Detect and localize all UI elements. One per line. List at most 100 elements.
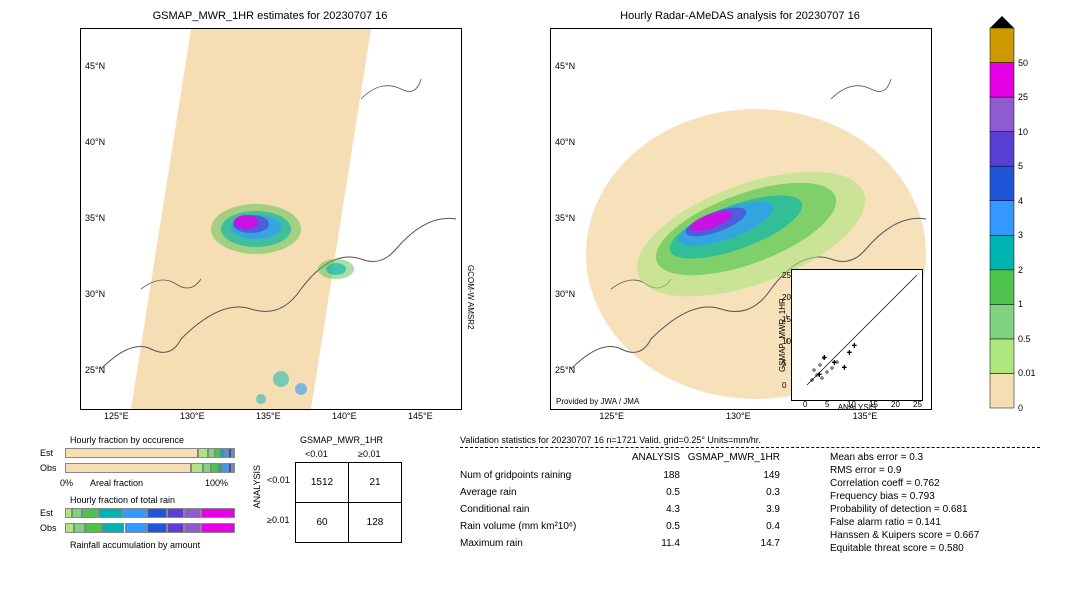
bar-row (65, 463, 235, 473)
bar-segment (82, 508, 99, 518)
scatter-ytick: 25 (782, 271, 791, 280)
bar-segment (123, 508, 147, 518)
colorbar-tick: 10 (1018, 127, 1028, 137)
cont-row1: ≥0.01 (267, 515, 289, 525)
colorbar-tick: 2 (1018, 265, 1023, 275)
validation-header: Validation statistics for 20230707 16 n=… (460, 435, 1040, 448)
contingency-table: 151221 60128 (295, 462, 402, 543)
colorbar: 00.010.512345102550 (990, 28, 1014, 408)
map-right-title: Hourly Radar-AMeDAS analysis for 2023070… (550, 10, 930, 22)
stats-metric: Probability of detection = 0.681 (830, 504, 979, 517)
bar-segment (184, 523, 201, 533)
cont-axis: ANALYSIS (252, 465, 262, 508)
bar-segment (167, 523, 184, 533)
scatter-xtick: 10 (847, 400, 856, 409)
bar-segment (99, 508, 123, 518)
bar-segment (201, 508, 235, 518)
map-xtick: 125°E (104, 411, 129, 421)
map-xtick: 145°E (408, 411, 433, 421)
totalrain-title: Hourly fraction of total rain (70, 495, 175, 505)
map-ytick: 25°N (85, 365, 105, 375)
map-left (80, 28, 462, 410)
stats-header: ANALYSISGSMAP_MWR_1HR (460, 452, 780, 463)
scatter-ytick: 0 (782, 381, 786, 390)
map-xtick: 130°E (180, 411, 205, 421)
colorbar-tick: 25 (1018, 92, 1028, 102)
stats-right: Mean abs error = 0.3RMS error = 0.9Corre… (830, 452, 979, 556)
scatter-ytick: 5 (782, 359, 786, 368)
bar-segment (125, 523, 147, 533)
stats-body: Num of gridpoints raining188149Average r… (460, 470, 780, 555)
bar-segment (167, 508, 184, 518)
map-xtick: 135°E (256, 411, 281, 421)
scatter-xtick: 15 (869, 400, 878, 409)
stats-row: Num of gridpoints raining188149 (460, 470, 780, 487)
map-xtick: 125°E (599, 411, 624, 421)
map-right: Provided by JWA / JMA ++ ++ ++ ANALYSIS … (550, 28, 932, 410)
colorbar-tick: 0.01 (1018, 368, 1036, 378)
bar-segment (233, 448, 235, 458)
cont-row0: <0.01 (267, 475, 290, 485)
stats-metric: Correlation coeff = 0.762 (830, 478, 979, 491)
scatter-ytick: 20 (782, 293, 791, 302)
scatter-xtick: 0 (803, 400, 807, 409)
bar-row (65, 523, 235, 533)
map-ytick: 30°N (555, 289, 575, 299)
bar-segment (65, 508, 72, 518)
occurrence-title: Hourly fraction by occurence (70, 435, 184, 445)
bar-segment (233, 463, 235, 473)
bar-segment (85, 523, 102, 533)
svg-text:+: + (822, 353, 827, 362)
map-xtick: 130°E (726, 411, 751, 421)
bar-segment (147, 508, 167, 518)
bar-segment (65, 448, 198, 458)
scatter-ytick: 10 (782, 337, 791, 346)
stats-metric: Hanssen & Kuipers score = 0.667 (830, 530, 979, 543)
colorbar-tick: 50 (1018, 58, 1028, 68)
svg-text:+: + (832, 358, 837, 367)
map-xtick: 135°E (853, 411, 878, 421)
bar-segment (201, 523, 235, 533)
map-left-title: GSMAP_MWR_1HR estimates for 20230707 16 (80, 10, 460, 22)
colorbar-tick: 4 (1018, 196, 1023, 206)
bar-label: Obs (40, 523, 57, 533)
colorbar-tick: 0 (1018, 403, 1023, 413)
cont-col0: <0.01 (305, 449, 328, 459)
svg-text:+: + (852, 341, 857, 350)
stats-metric: RMS error = 0.9 (830, 465, 979, 478)
bar-segment (184, 508, 201, 518)
svg-text:+: + (817, 370, 822, 379)
colorbar-tick: 0.5 (1018, 334, 1031, 344)
map-ytick: 40°N (555, 137, 575, 147)
cont-product: GSMAP_MWR_1HR (300, 435, 383, 445)
bar-label: Est (40, 508, 53, 518)
bar-segment (198, 448, 208, 458)
occ-xlabel: Areal fraction (90, 478, 143, 488)
bar-segment (208, 448, 215, 458)
stats-row: Conditional rain4.33.9 (460, 504, 780, 521)
colorbar-tick: 1 (1018, 299, 1023, 309)
map-ytick: 25°N (555, 365, 575, 375)
stats-metric: Mean abs error = 0.3 (830, 452, 979, 465)
bar-segment (203, 463, 212, 473)
stats-metric: Frequency bias = 0.793 (830, 491, 979, 504)
bar-label: Est (40, 448, 53, 458)
totalrain-footnote: Rainfall accumulation by amount (70, 540, 200, 550)
bar-row (65, 508, 235, 518)
cont-col1: ≥0.01 (358, 449, 380, 459)
stats-row: Maximum rain11.414.7 (460, 538, 780, 555)
map-ytick: 35°N (85, 213, 105, 223)
bar-segment (65, 523, 74, 533)
map-ytick: 30°N (85, 289, 105, 299)
provider-text: Provided by JWA / JMA (556, 397, 639, 406)
bar-segment (72, 508, 82, 518)
side-satellite-text: GCOM-W AMSR2 (466, 265, 475, 329)
map-ytick: 45°N (555, 61, 575, 71)
bar-label: Obs (40, 463, 57, 473)
map-xtick: 140°E (332, 411, 357, 421)
stats-row: Rain volume (mm km²10⁶)0.50.4 (460, 521, 780, 538)
colorbar-tick: 3 (1018, 230, 1023, 240)
svg-text:+: + (842, 363, 847, 372)
stats-metric: Equitable threat score = 0.580 (830, 543, 979, 556)
scatter-xtick: 25 (913, 400, 922, 409)
